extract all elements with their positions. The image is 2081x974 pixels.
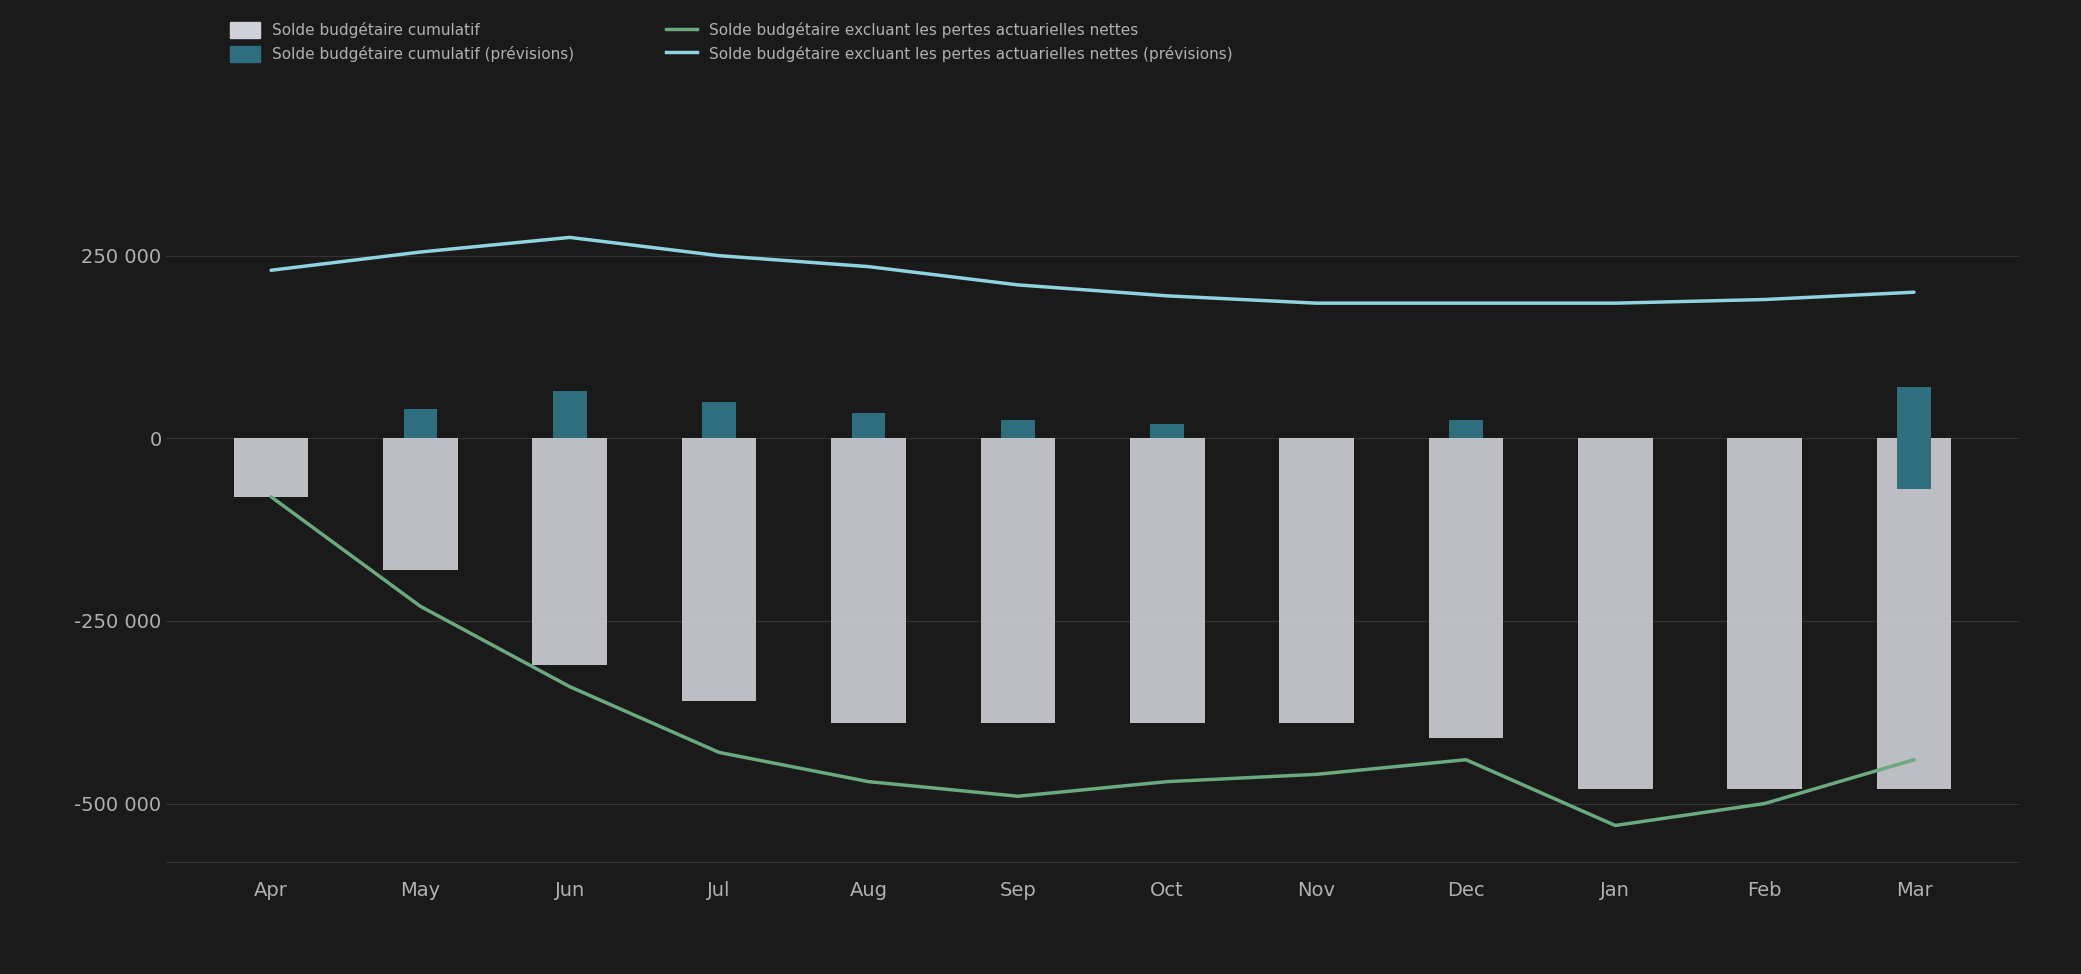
Bar xyxy=(1448,420,1484,438)
Bar xyxy=(1130,438,1205,723)
Bar xyxy=(830,438,905,723)
Bar xyxy=(1877,438,1952,789)
Bar xyxy=(1727,438,1802,789)
Bar xyxy=(533,438,608,664)
Bar xyxy=(404,409,437,438)
Bar xyxy=(1898,438,1931,489)
Bar xyxy=(1577,438,1652,789)
Bar xyxy=(1001,420,1034,438)
Bar xyxy=(1428,438,1502,738)
Bar xyxy=(980,438,1055,723)
Bar xyxy=(701,401,737,438)
Bar xyxy=(1898,387,1931,438)
Bar xyxy=(683,438,757,701)
Bar xyxy=(383,438,458,570)
Legend: Solde budgétaire cumulatif, Solde budgétaire cumulatif (prévisions), Solde budgé: Solde budgétaire cumulatif, Solde budgét… xyxy=(229,22,1232,62)
Bar xyxy=(1280,438,1355,723)
Bar xyxy=(1151,424,1184,438)
Bar xyxy=(851,413,884,438)
Bar xyxy=(233,438,308,497)
Bar xyxy=(554,391,587,438)
